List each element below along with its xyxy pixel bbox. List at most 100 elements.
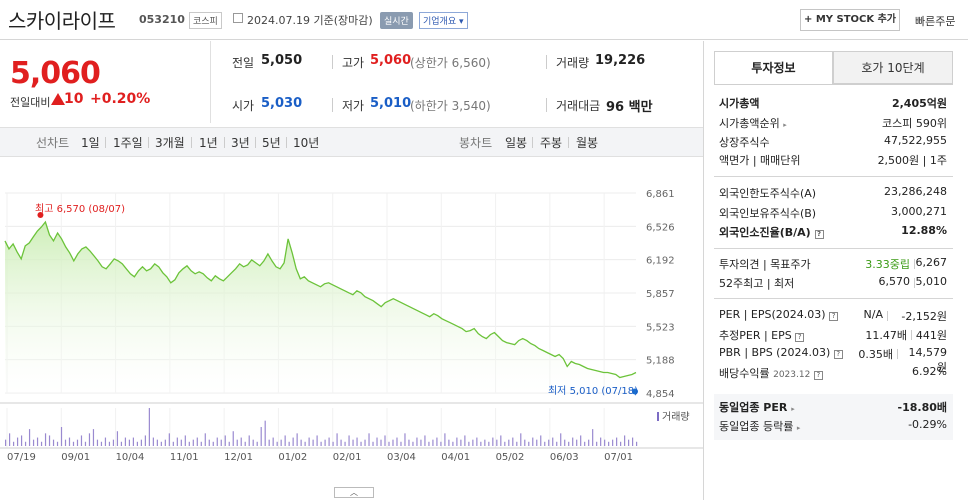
market-cap-rank-text: 시가총액순위 [719, 117, 780, 130]
volume-bar [240, 437, 242, 446]
listed-shares-value: 47,522,955 [884, 134, 947, 147]
volume-bar [552, 437, 554, 446]
divider [210, 41, 211, 123]
opinion-label: 투자의견 | 목표주가 [719, 258, 811, 271]
volume-bar [428, 441, 430, 446]
volume-bar [208, 439, 210, 446]
market-cap-rank-value: 코스피 590위 [882, 117, 947, 130]
peer-section [714, 394, 953, 440]
x-tick-label: 03/04 [387, 452, 416, 463]
x-tick-label: 09/01 [61, 452, 90, 463]
add-my-stock-button[interactable]: + MY STOCK 추가 [800, 9, 900, 31]
volume-bar [52, 439, 55, 446]
volume-bar [360, 441, 362, 446]
pbr-value: 0.35배 [858, 348, 893, 361]
candle-weekly[interactable]: 주봉 [540, 136, 563, 150]
foreign-holding-label: 외국인보유주식수(B) [719, 207, 817, 220]
volume-bar [108, 441, 111, 446]
peer-per-value: -18.80배 [897, 401, 947, 414]
volume-bar [540, 435, 542, 446]
foreign-ratio-value: 12.88% [901, 224, 947, 237]
x-tick-label: 06/03 [550, 452, 579, 463]
volume-bar [148, 408, 150, 446]
volume-bar [460, 439, 462, 446]
market-cap-label: 시가총액 [719, 97, 760, 110]
divider [105, 137, 106, 148]
volume-bar [444, 433, 446, 446]
help-icon[interactable]: ? [813, 371, 823, 380]
divider [714, 248, 953, 249]
volume-bar [196, 437, 198, 446]
volume-bar [536, 439, 538, 446]
volume-bar [48, 435, 51, 446]
volume-bar [100, 441, 103, 446]
period-5y[interactable]: 5년 [262, 136, 281, 150]
volume-bar [376, 437, 378, 446]
volume-bar [284, 435, 286, 446]
52week-label: 52주최고 | 최저 [719, 277, 795, 290]
y-tick-label: 4,854 [646, 389, 675, 400]
collapse-toggle-button[interactable]: ︿ [334, 487, 374, 498]
candle-daily[interactable]: 일봉 [505, 136, 528, 150]
company-overview-dropdown[interactable]: 기업개요 ▾ [419, 12, 468, 29]
volume-bar [364, 439, 366, 446]
dividend-yield-label: 배당수익률 2023.12 ? [719, 365, 823, 381]
volume-bar [560, 433, 562, 446]
divider [255, 137, 256, 148]
help-icon[interactable]: ? [829, 312, 839, 321]
volume-bar [60, 427, 63, 446]
volume-bar [84, 441, 87, 446]
change-label: 전일대비 [10, 96, 51, 109]
volume-bar [436, 437, 438, 446]
candle-monthly[interactable]: 월봉 [576, 136, 599, 150]
period-1w[interactable]: 1주일 [113, 136, 143, 150]
volume-bar [36, 437, 39, 446]
volume-bar [576, 439, 578, 446]
volume-bar [72, 441, 75, 446]
quick-order-button[interactable]: 빠른주문 [915, 15, 956, 28]
volume-bar [92, 429, 95, 446]
tab-invest-info[interactable]: 투자정보 [714, 51, 833, 84]
est-per-eps-label: 추정PER | EPS ? [719, 327, 805, 343]
period-1y[interactable]: 1년 [199, 136, 218, 150]
volume-bar [616, 437, 618, 446]
period-3m[interactable]: 3개월 [155, 136, 185, 150]
volume-bar [328, 437, 330, 446]
x-tick-label: 12/01 [224, 452, 253, 463]
tab-orderbook[interactable]: 호가 10단계 [833, 51, 953, 84]
volume-bar [276, 441, 278, 446]
high-value: 5,060 [370, 53, 412, 68]
realtime-button[interactable]: 실시간 [380, 12, 413, 29]
market-cap-value: 2,405억원 [891, 97, 947, 110]
volume-bar [164, 439, 166, 446]
peer-change-text: 동일업종 등락률 [719, 420, 794, 433]
calendar-icon [233, 13, 243, 23]
price-chart[interactable]: 6,861 6,526 6,192 5,857 5,523 5,188 4,854 07/19… [0, 160, 704, 500]
foreign-limit-value: 23,286,248 [884, 185, 947, 198]
period-10y[interactable]: 10년 [293, 136, 320, 150]
volume-bar [12, 441, 15, 446]
prev-close-value: 5,050 [261, 53, 303, 68]
volume-bar [420, 439, 422, 446]
divider [714, 176, 953, 177]
help-icon[interactable]: ? [814, 230, 824, 239]
volume-bar [300, 439, 302, 446]
period-1d[interactable]: 1일 [81, 136, 100, 150]
y-tick-label: 5,523 [646, 322, 675, 333]
volume-bar [592, 429, 594, 446]
est-per-value: 11.47배 [865, 329, 907, 342]
dividend-yield-text: 배당수익률 [719, 367, 770, 380]
help-icon[interactable]: ? [795, 333, 805, 342]
volume-bar [228, 441, 230, 446]
volume-bar [500, 435, 502, 446]
period-3y[interactable]: 3년 [231, 136, 250, 150]
dividend-date: 2023.12 [773, 370, 811, 380]
stock-code: 053210 [139, 13, 185, 26]
volume-bar [348, 435, 350, 446]
min-marker [632, 388, 638, 395]
volume-bar [156, 439, 158, 446]
volume-legend-swatch [657, 412, 659, 421]
volume-bar [352, 439, 354, 446]
help-icon[interactable]: ? [833, 350, 843, 359]
y-tick-label: 6,526 [646, 222, 675, 233]
